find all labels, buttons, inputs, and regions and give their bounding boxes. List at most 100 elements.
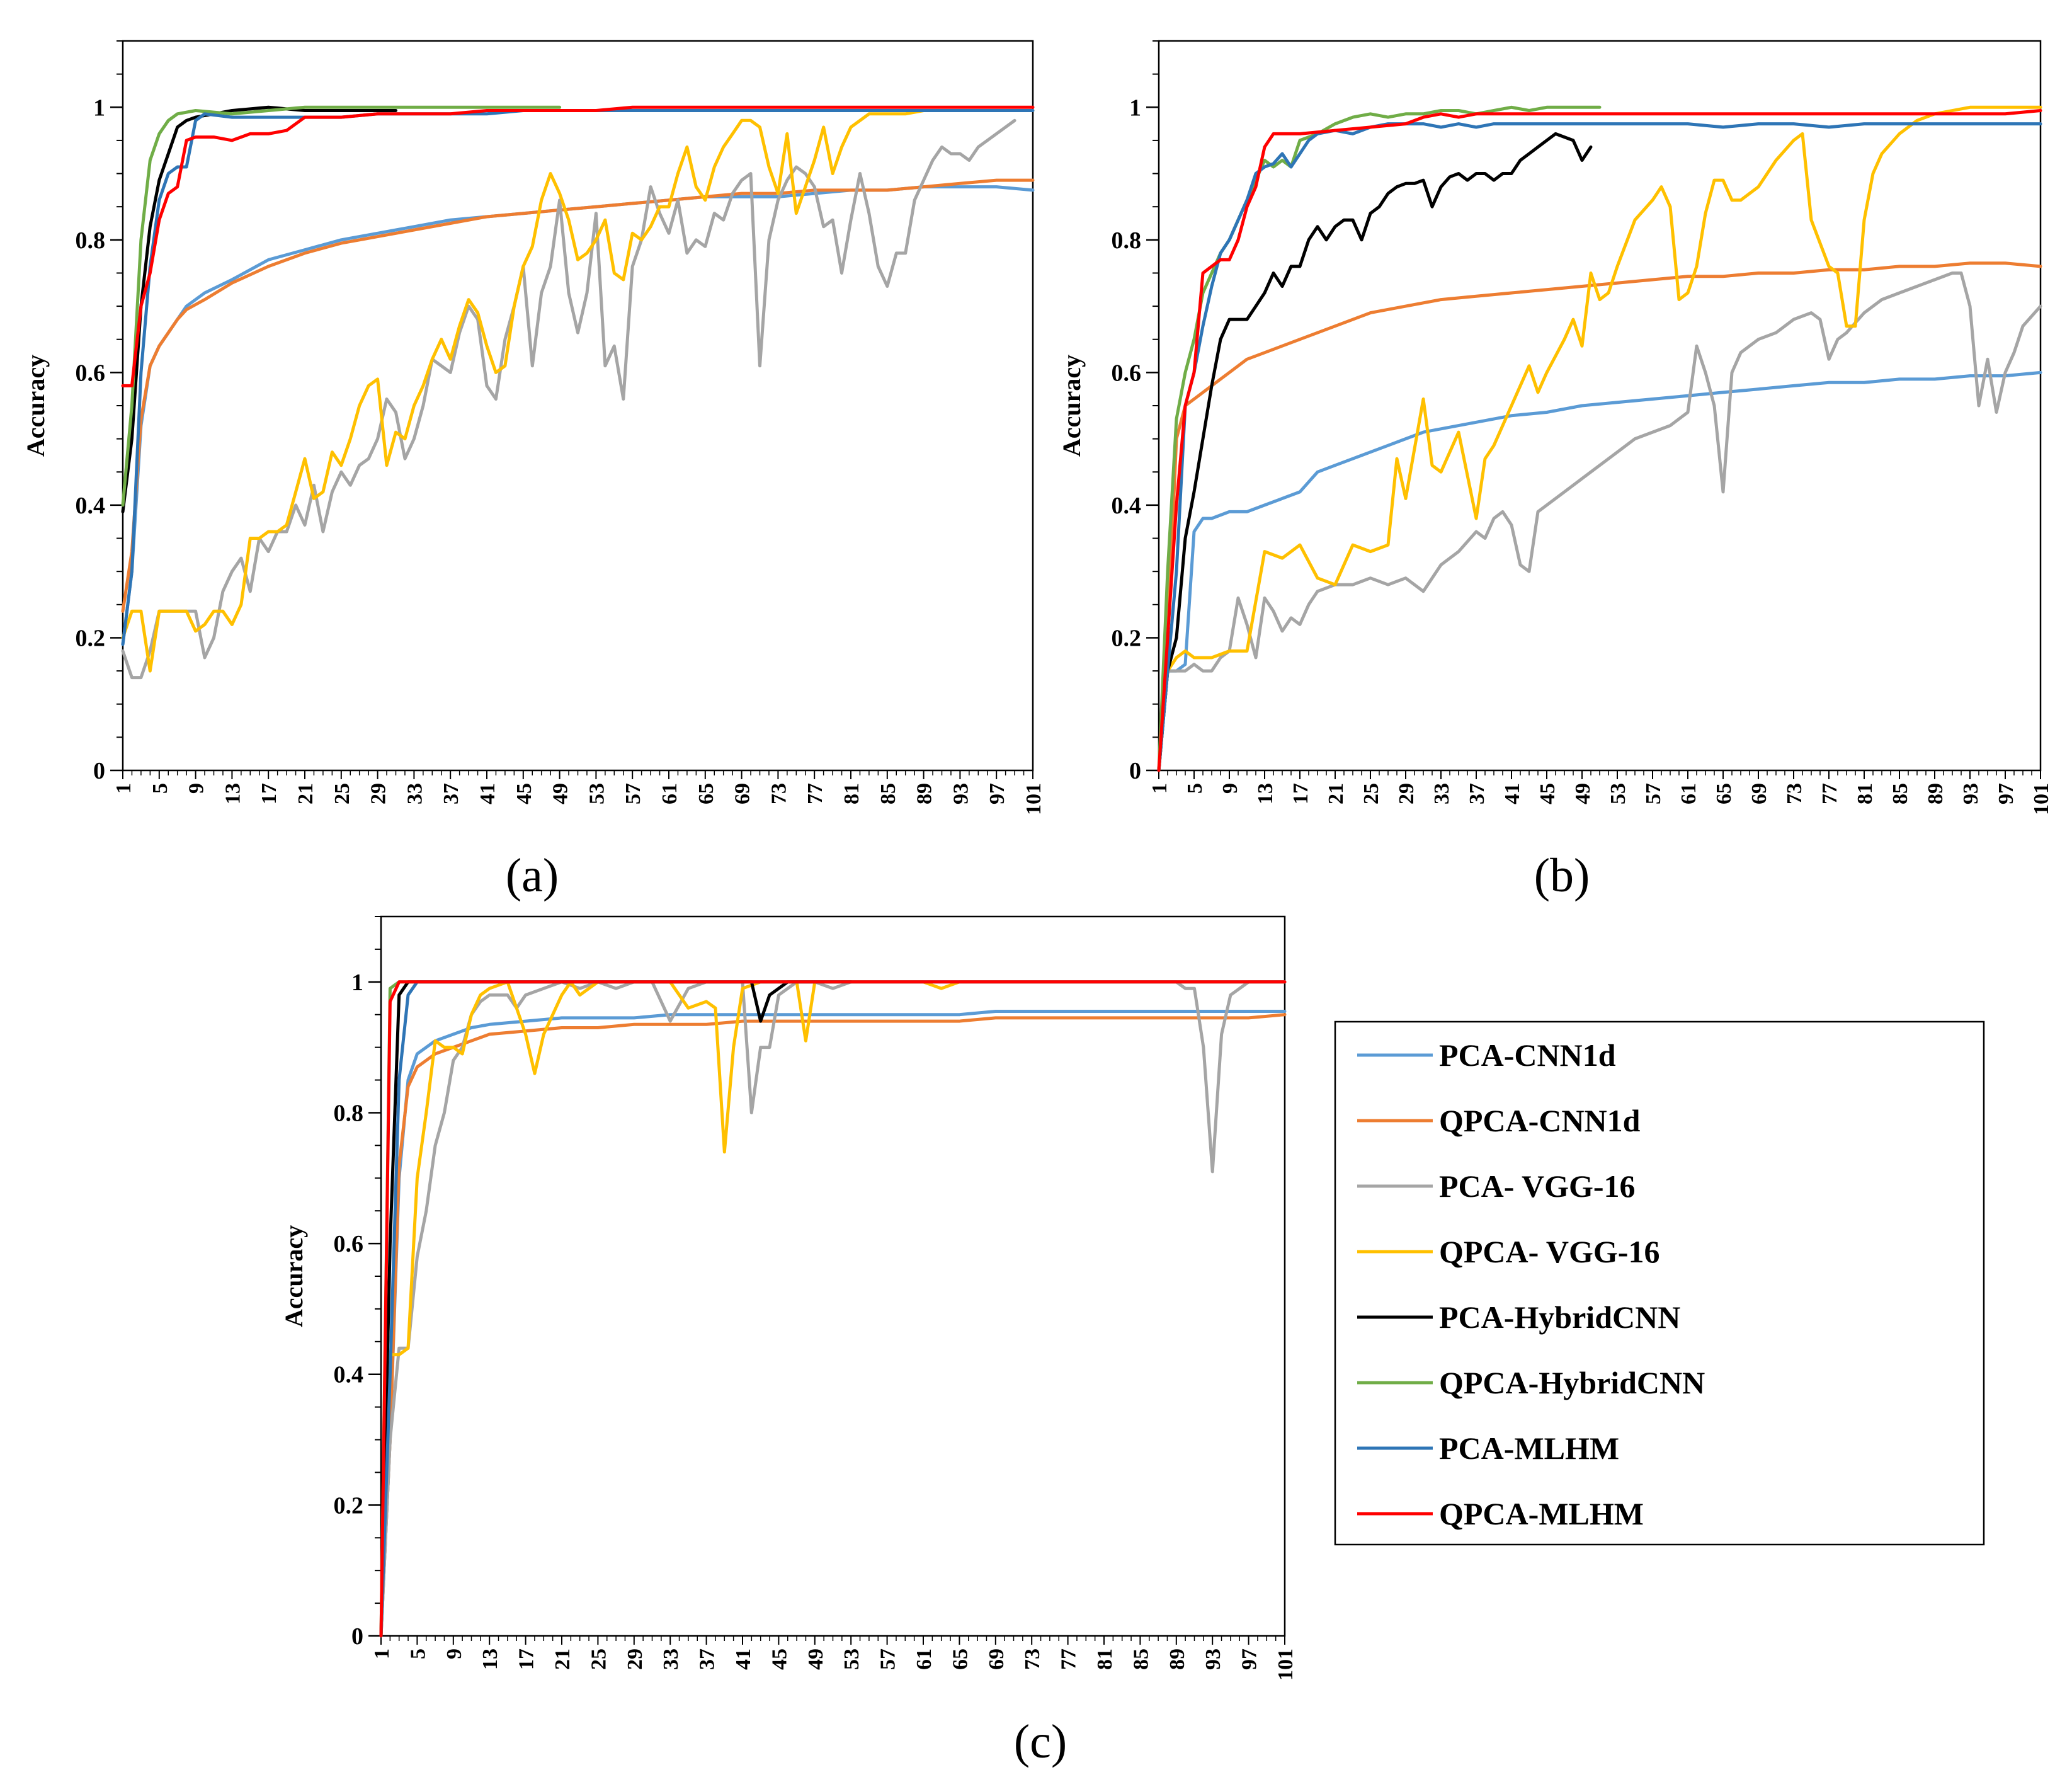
series-line-qpca-mlhm [121, 105, 1035, 387]
x-tick-label: 21 [1324, 783, 1348, 804]
x-tick-label: 69 [985, 1648, 1008, 1670]
x-tick-label: 41 [476, 783, 499, 804]
y-tick-label: 1 [93, 94, 105, 121]
x-tick-label: 77 [1057, 1648, 1081, 1670]
x-tick-label: 41 [732, 1648, 755, 1670]
x-tick-label: 97 [1238, 1648, 1261, 1670]
y-tick-label: 0.4 [1112, 493, 1142, 519]
series-line-pca-hybridcnn [1157, 132, 1593, 772]
series-line-qpca-cnn1d [121, 178, 1035, 613]
legend: PCA-CNN1d QPCA-CNN1d PCA- VGG-16 QPCA- VGG-… [1334, 1020, 1985, 1546]
x-tick-label: 57 [877, 1648, 900, 1670]
series-line-pca-hybridcnn [121, 105, 397, 513]
x-tick-label: 37 [1466, 783, 1489, 804]
legend-label: PCA- VGG-16 [1439, 1168, 1636, 1204]
y-tick-label: 0 [351, 1623, 363, 1650]
x-tick-label: 9 [1219, 783, 1242, 794]
x-tick-label: 5 [1183, 783, 1207, 794]
x-tick-label: 89 [913, 783, 936, 804]
x-tick-label: 69 [1748, 783, 1771, 804]
panel-label: (a) [506, 849, 559, 902]
y-tick-label: 0.8 [1112, 227, 1142, 254]
x-tick-label: 49 [549, 783, 572, 804]
x-tick-label: 65 [948, 1648, 972, 1670]
y-tick-label: 0.4 [76, 493, 106, 519]
x-tick-label: 37 [440, 783, 463, 804]
x-tick-label: 9 [185, 783, 208, 794]
x-tick-label: 33 [1430, 783, 1454, 804]
x-tick-label: 61 [913, 1648, 936, 1670]
x-tick-label: 45 [1536, 783, 1559, 804]
panel-label: (c) [1014, 1715, 1067, 1768]
series-line-qpca-vgg-16 [1157, 105, 2042, 772]
x-tick-label: 1 [370, 1648, 394, 1659]
series-line-pca-vgg-16 [1157, 271, 2042, 772]
series-line-qpca-mlhm [1157, 109, 2042, 772]
x-tick-label: 97 [986, 783, 1009, 804]
x-tick-label: 13 [1254, 783, 1277, 804]
series-line-qpca-cnn1d [379, 1013, 1287, 1638]
y-tick-label: 0.6 [334, 1231, 364, 1257]
x-tick-label: 77 [804, 783, 827, 804]
legend-label: PCA-CNN1d [1439, 1037, 1616, 1073]
x-tick-label: 97 [1995, 783, 2018, 804]
legend-label: QPCA-HybridCNN [1439, 1365, 1705, 1400]
panel-label: (b) [1534, 849, 1590, 902]
x-tick-label: 45 [768, 1648, 791, 1670]
x-tick-label: 37 [696, 1648, 719, 1670]
x-tick-label: 73 [1021, 1648, 1044, 1670]
x-tick-label: 1 [112, 783, 135, 794]
y-tick-label: 1 [1129, 94, 1141, 121]
x-tick-label: 45 [513, 783, 536, 804]
x-tick-label: 5 [149, 783, 172, 794]
x-tick-label: 73 [1783, 783, 1806, 804]
legend-label: QPCA-MLHM [1439, 1496, 1644, 1531]
y-axis-label: Accuracy [1057, 355, 1086, 457]
x-tick-label: 41 [1501, 783, 1524, 804]
x-tick-label: 81 [1853, 783, 1877, 804]
chart-panel-1: 0 0.2 0.4 0.6 0.8 1 1 5 9 13 17 21 25 29 33 37 41 45 49 53 5… [21, 40, 1045, 902]
y-axis-label: Accuracy [280, 1225, 308, 1327]
y-tick-label: 0.6 [76, 360, 106, 386]
y-tick-label: 0 [1129, 758, 1141, 784]
x-tick-label: 49 [1571, 783, 1595, 804]
legend-label: QPCA-CNN1d [1439, 1103, 1641, 1138]
x-tick-label: 1 [1148, 783, 1171, 794]
x-tick-label: 29 [367, 783, 390, 804]
x-tick-label: 89 [1166, 1648, 1189, 1670]
x-tick-label: 53 [1607, 783, 1630, 804]
x-tick-label: 17 [515, 1648, 538, 1670]
plot-frame [122, 40, 1034, 772]
x-tick-label: 33 [659, 1648, 683, 1670]
y-tick-label: 0 [93, 758, 105, 784]
x-tick-label: 17 [1289, 783, 1312, 804]
x-tick-label: 89 [1924, 783, 1947, 804]
series-line-qpca-cnn1d [1157, 261, 2042, 772]
x-tick-label: 81 [1093, 1648, 1117, 1670]
y-tick-label: 0.4 [334, 1362, 364, 1388]
x-tick-label: 25 [587, 1648, 610, 1670]
x-tick-label: 57 [622, 783, 645, 804]
series-line-qpca-hybridcnn [1157, 105, 1602, 772]
legend-label: PCA-MLHM [1439, 1431, 1619, 1466]
series-line-pca-cnn1d [379, 1010, 1287, 1638]
series-line-pca-mlhm [1157, 122, 2042, 772]
x-tick-label: 85 [1129, 1648, 1153, 1670]
series-line-qpca-mlhm [379, 980, 1287, 1638]
series-line-qpca-vgg-16 [121, 109, 1035, 673]
x-tick-label: 17 [258, 783, 281, 804]
x-tick-label: 33 [403, 783, 426, 804]
x-tick-label: 61 [1677, 783, 1700, 804]
x-tick-label: 21 [294, 783, 317, 804]
x-tick-label: 101 [1274, 1648, 1297, 1681]
x-tick-label: 53 [585, 783, 608, 804]
x-tick-label: 65 [695, 783, 718, 804]
x-tick-label: 5 [406, 1648, 430, 1659]
y-tick-label: 0.6 [1112, 360, 1142, 386]
x-tick-label: 101 [2030, 783, 2053, 815]
chart-panel-2: 0 0.2 0.4 0.6 0.8 1 1 5 9 13 17 21 25 29 33 37 41 45 49 53 5… [1057, 40, 2053, 902]
x-tick-label: 29 [623, 1648, 647, 1670]
y-tick-label: 0.8 [334, 1100, 364, 1126]
